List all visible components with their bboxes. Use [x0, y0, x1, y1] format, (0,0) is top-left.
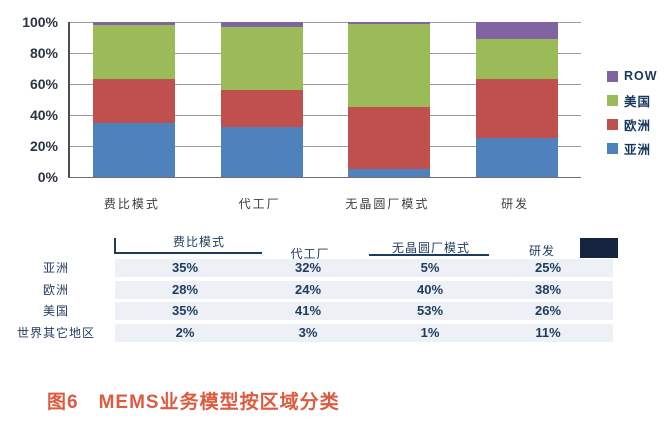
table-row	[115, 280, 613, 299]
table-cell: 26%	[534, 303, 562, 318]
legend-label: 亚洲	[624, 142, 652, 157]
gridline	[70, 22, 581, 23]
gridline	[70, 146, 581, 147]
gridline	[70, 84, 581, 85]
stacked-bar-1	[92, 22, 175, 177]
gridline	[70, 115, 581, 116]
legend-swatch-icon	[607, 118, 618, 130]
table-row-label: 亚洲	[42, 261, 70, 275]
x-axis-label: 费比模式	[103, 197, 160, 211]
bar-segment-美国	[348, 23, 431, 107]
legend-item-亚洲: 亚洲	[607, 142, 658, 157]
table-row-label: 美国	[42, 304, 70, 318]
table-cell: 2%	[175, 324, 195, 340]
gridline	[70, 53, 581, 54]
bar-segment-美国	[476, 39, 559, 80]
table-cell: 1%	[420, 324, 440, 340]
bar-segment-亚洲	[476, 138, 559, 177]
table-row-label: 世界其它地区	[16, 325, 96, 340]
table-col-header: 无晶圆厂模式	[391, 241, 471, 255]
bar-segment-亚洲	[348, 169, 431, 177]
table-cell: 38%	[534, 281, 562, 297]
data-table: 费比模式代工厂 无晶圆厂模式 研发亚洲 35% 32% 5% 25% 欧洲 28% 24% 40% 3…	[0, 228, 672, 353]
legend-label: 欧洲	[624, 118, 652, 133]
bar-segment-ROW	[348, 22, 431, 24]
y-axis-tick-label: 60%	[29, 76, 58, 92]
header-dark-swatch	[580, 238, 618, 258]
chart-legend: ROW 美国欧洲亚洲	[607, 69, 658, 166]
stacked-bar-4	[476, 22, 559, 177]
legend-item-ROW: ROW	[607, 69, 658, 83]
table-cell: 11%	[535, 324, 561, 340]
header-underline	[369, 254, 489, 256]
bar-segment-美国	[92, 25, 175, 80]
bar-segment-欧洲	[476, 79, 559, 139]
table-cell: 32%	[294, 260, 322, 275]
legend-label: 美国	[624, 94, 652, 109]
stacked-bar-3	[348, 22, 431, 177]
table-col-header: 代工厂	[290, 247, 330, 261]
x-axis-label: 无晶圆厂模式	[345, 197, 430, 211]
table-cell: 25%	[534, 260, 562, 275]
legend-label: ROW	[624, 69, 658, 83]
stacked-bar-2	[220, 22, 303, 177]
bar-segment-欧洲	[92, 79, 175, 123]
plot-area	[68, 22, 581, 178]
table-row-label: 欧洲	[42, 282, 70, 297]
x-axis-label: 研发	[501, 197, 530, 211]
bar-segment-欧洲	[348, 106, 431, 170]
bar-segment-美国	[220, 26, 303, 91]
table-cell: 53%	[416, 303, 444, 318]
bar-segment-亚洲	[220, 127, 303, 177]
bar-segment-欧洲	[220, 90, 303, 128]
bar-segment-亚洲	[92, 122, 175, 177]
table-col-header: 费比模式	[172, 235, 226, 249]
legend-item-欧洲: 欧洲	[607, 118, 658, 133]
table-cell: 5%	[420, 260, 440, 275]
table-row	[115, 323, 613, 342]
legend-swatch-icon	[607, 70, 618, 82]
header-corner-tick	[114, 238, 116, 254]
bar-segment-ROW	[220, 22, 303, 27]
y-axis-tick-label: 20%	[29, 138, 58, 154]
table-cell: 3%	[298, 324, 318, 340]
table-cell: 35%	[171, 303, 199, 318]
table-cell: 24%	[294, 281, 322, 297]
bar-segment-ROW	[92, 22, 175, 26]
y-axis-tick-label: 80%	[29, 45, 58, 61]
table-cell: 28%	[171, 281, 199, 297]
y-axis-tick-label: 0%	[37, 169, 58, 185]
table-col-header: 研发	[528, 244, 556, 258]
table-row	[115, 259, 613, 277]
table-cell: 40%	[416, 281, 444, 297]
table-cell: 35%	[171, 260, 199, 275]
header-underline	[114, 252, 262, 254]
table-row	[115, 302, 613, 320]
legend-swatch-icon	[607, 94, 618, 106]
y-axis-tick-label: 100%	[22, 14, 58, 30]
figure-caption: 图6 MEMS业务模型按区域分类	[47, 392, 340, 413]
legend-swatch-icon	[607, 142, 618, 154]
x-axis-label: 代工厂	[238, 197, 281, 211]
bar-segment-ROW	[476, 22, 559, 40]
y-axis-tick-label: 40%	[29, 107, 58, 123]
legend-item-美国: 美国	[607, 94, 658, 109]
table-cell: 41%	[294, 303, 322, 318]
